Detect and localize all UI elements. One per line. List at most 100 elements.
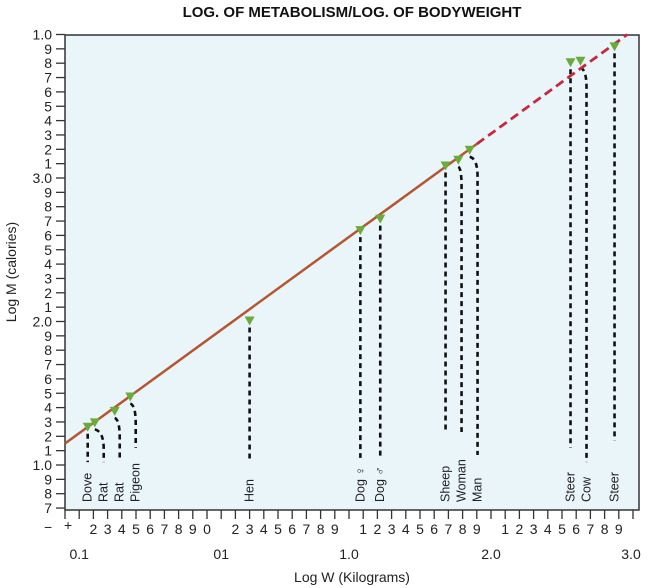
y-tick-label: 6 (44, 371, 52, 387)
x-minor-tick-label: 3 (246, 521, 254, 537)
x-minor-tick-label: 9 (189, 521, 197, 537)
y-tick-label: 8 (44, 342, 52, 358)
x-minor-tick-label: 2 (90, 521, 98, 537)
y-tick-label: 8 (44, 199, 52, 215)
plot-area (64, 34, 640, 511)
point-label: Steer (564, 472, 578, 502)
chart-title: LOG. OF METABOLISM/LOG. OF BODYWEIGHT (183, 4, 522, 21)
x-minor-tick-label: 9 (473, 521, 481, 537)
data-point-marker (464, 145, 475, 155)
drop-line (469, 155, 479, 455)
drop-line (457, 165, 463, 432)
y-tick-label: 4 (44, 400, 52, 416)
x-minor-tick-label: 9 (331, 521, 339, 537)
data-point-marker (575, 56, 586, 66)
x-minor-tick-label: 2 (516, 521, 524, 537)
y-tick-label: 1.0 (33, 457, 53, 473)
y-tick-label: 7 (44, 70, 52, 86)
y-tick-label: 8 (44, 486, 52, 502)
y-tick-label: 1 (44, 443, 52, 459)
y-tick-label: 1.0 (33, 27, 53, 43)
data-point-marker (89, 418, 100, 428)
x-minor-tick-label: 6 (288, 521, 296, 537)
point-label: Dog ♂ (373, 466, 387, 502)
y-tick-label: 7 (44, 500, 52, 516)
y-tick-label: 4 (44, 256, 52, 272)
x-minor-tick-label: 7 (161, 521, 169, 537)
data-point-marker (609, 42, 620, 52)
x-minor-tick-label: 6 (430, 521, 438, 537)
x-minor-tick-label: 1 (359, 521, 367, 537)
point-label: Pigeon (129, 463, 143, 502)
drop-lines (86, 53, 616, 463)
point-labels: Dove Rat Rat Pigeon Hen Dog ♀ Dog ♂ Sheep Woman M… (81, 459, 622, 502)
y-tick-label: 2 (44, 285, 52, 301)
x-minor-tick-label: 3 (104, 521, 112, 537)
point-label: Rat (97, 482, 111, 502)
x-major-tick-label: 3.0 (621, 546, 641, 562)
x-minor-tick-label: 7 (445, 521, 453, 537)
y-tick-label: 5 (44, 98, 52, 114)
y-axis: 1.09876543213.09876543212.09876543211.09… (33, 27, 65, 516)
y-tick-label: 2.0 (33, 314, 53, 330)
y-tick-label: 5 (44, 242, 52, 258)
y-tick-label: 5 (44, 385, 52, 401)
y-tick-label: 3 (44, 127, 52, 143)
point-label: Woman (455, 459, 469, 502)
data-point-marker (440, 161, 451, 171)
y-tick-label: 3 (44, 414, 52, 430)
x-minor-tick-label: 0 (203, 521, 211, 537)
x-minor-tick-label: 5 (558, 521, 566, 537)
y-tick-label: 3 (44, 270, 52, 286)
y-tick-label: 7 (44, 213, 52, 229)
y-tick-label: 1 (44, 156, 52, 172)
x-minor-tick-label: 3 (388, 521, 396, 537)
point-label: Hen (243, 479, 257, 502)
data-point-marker (82, 422, 93, 432)
y-tick-label: 8 (44, 55, 52, 71)
y-tick-label: 2 (44, 141, 52, 157)
x-minor-tick-label: 1 (501, 521, 509, 537)
drop-line (94, 428, 106, 463)
point-label: Dove (81, 473, 95, 502)
x-minor-tick-label: 5 (274, 521, 282, 537)
x-minor-tick-label: 8 (175, 521, 183, 537)
x-minor-tick-label: 5 (132, 521, 140, 537)
x-minor-tick-label: 2 (232, 521, 240, 537)
x-minor-tick-label: 7 (587, 521, 595, 537)
point-label: Dog ♀ (353, 466, 367, 502)
x-minor-tick-label: 4 (544, 521, 552, 537)
point-label: Sheep (439, 466, 453, 502)
x-axis: 2 3 4 5 6 7 8 9 0 2 3 4 5 6 7 8 9 1 2 3 4 5 6 7 8 9 1 2 3 4 5 6 7 8 90.1 01… (64, 510, 641, 562)
data-points (82, 42, 620, 432)
x-minor-tick-label: 7 (303, 521, 311, 537)
x-minor-tick-label: 4 (402, 521, 410, 537)
y-tick-label: 6 (44, 84, 52, 100)
data-point-marker (355, 226, 366, 236)
x-minor-tick-label: 5 (416, 521, 424, 537)
drop-line (114, 416, 122, 458)
data-point-marker (375, 214, 386, 224)
x-minor-tick-label: 3 (530, 521, 538, 537)
x-axis-label: Log W (Kilograms) (294, 569, 410, 585)
y-tick-label: 9 (44, 41, 52, 57)
x-minor-tick-label: 8 (317, 521, 325, 537)
y-tick-label: 2 (44, 428, 52, 444)
x-major-tick-label: 0.1 (69, 546, 89, 562)
data-point-marker (453, 155, 464, 165)
x-minor-tick-label: 4 (118, 521, 126, 537)
x-axis-plus-mark: + (64, 517, 72, 533)
point-label: Rat (113, 482, 127, 502)
x-major-tick-label: 2.0 (481, 546, 501, 562)
y-tick-label: 4 (44, 113, 52, 129)
fit-line-dashed (475, 33, 629, 146)
y-axis-label: Log M (calories) (3, 222, 19, 322)
drop-line (129, 402, 138, 448)
x-minor-tick-label: 9 (615, 521, 623, 537)
x-axis-minus-mark: − (44, 519, 52, 535)
y-tick-label: 9 (44, 184, 52, 200)
data-point-marker (109, 406, 120, 416)
x-minor-tick-label: 4 (260, 521, 268, 537)
point-label: Man (471, 478, 485, 502)
